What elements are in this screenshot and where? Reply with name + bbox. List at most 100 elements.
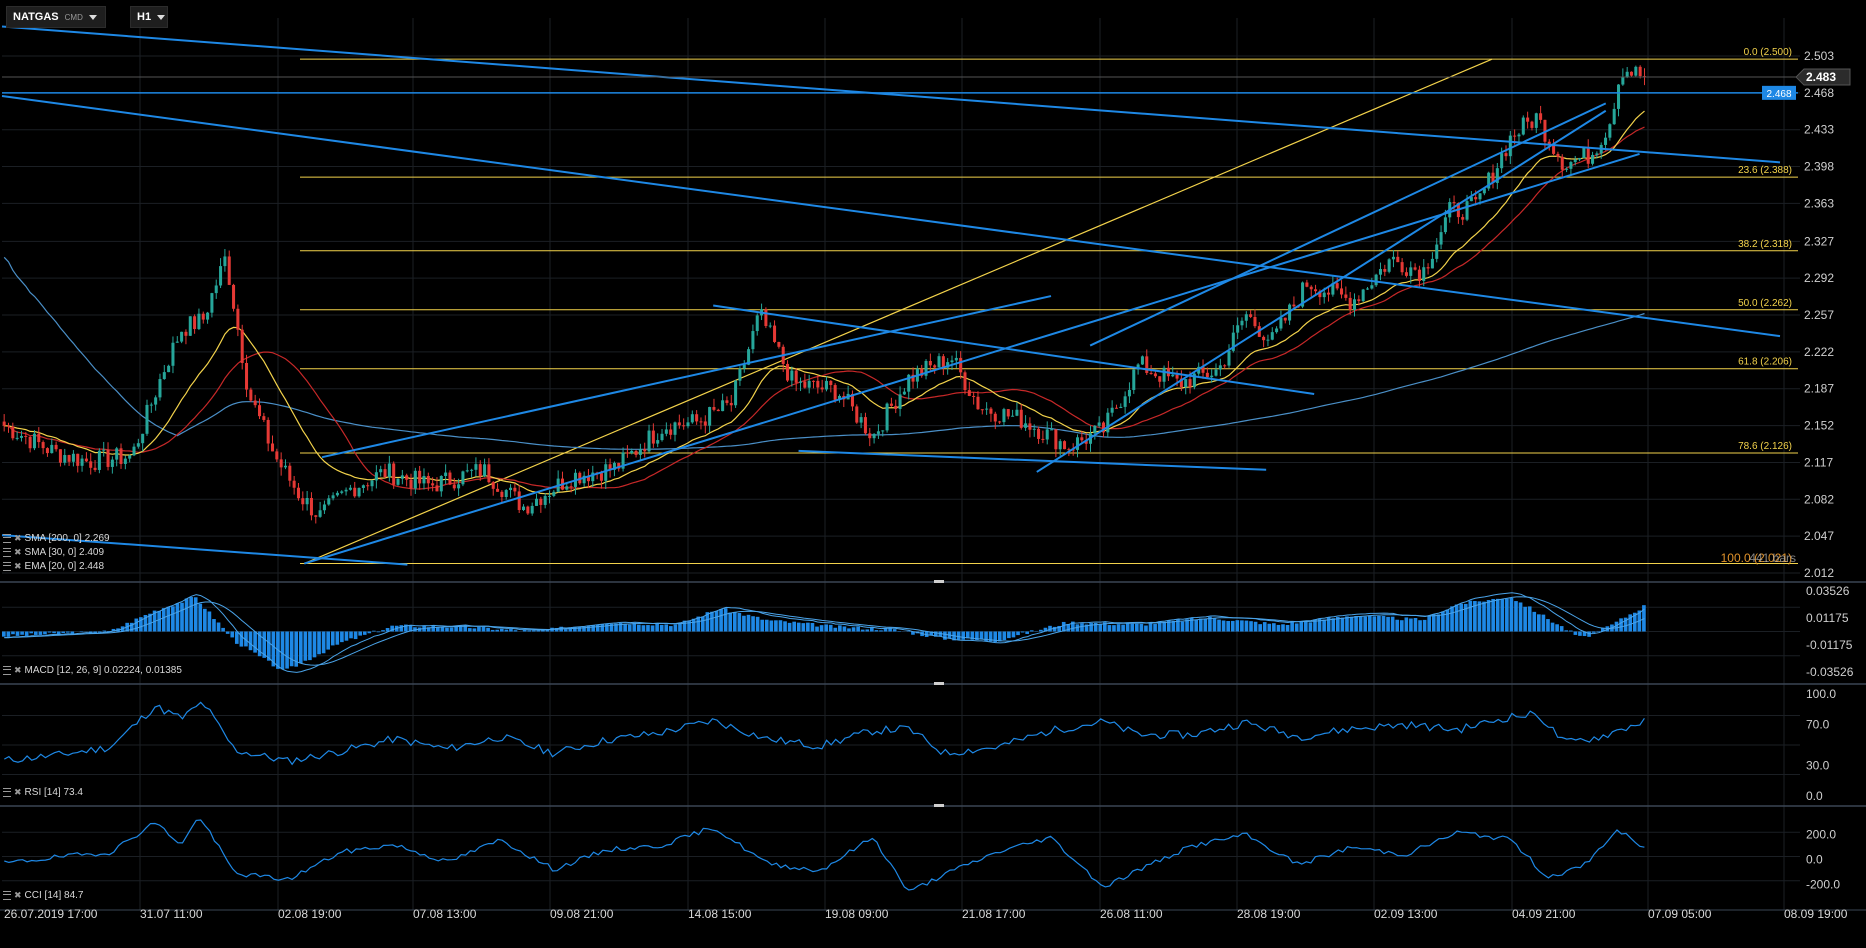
candle-body xyxy=(1249,314,1253,317)
pane-resize-handle xyxy=(934,804,944,807)
settings-icon[interactable] xyxy=(3,562,11,571)
timeframe-selector[interactable]: H1 xyxy=(130,6,168,28)
candle-body xyxy=(928,360,932,366)
candle-body xyxy=(690,414,694,423)
settings-icon[interactable] xyxy=(3,548,11,557)
macd-pane[interactable] xyxy=(2,592,1646,673)
candle-body xyxy=(210,293,214,313)
symbol-name: NATGAS xyxy=(13,11,59,23)
macd-histogram-bar xyxy=(1459,603,1463,632)
macd-histogram-bar xyxy=(1413,617,1418,632)
price-axis[interactable]: 2.503 2.468 2.433 2.398 2.363 2.327 2.292 2.257… xyxy=(1804,49,1834,580)
pane-separators[interactable] xyxy=(0,580,1866,911)
macd-histogram-bar xyxy=(1537,614,1541,632)
candle-body xyxy=(426,475,430,484)
candle-body xyxy=(253,400,257,406)
macd-histogram-bar xyxy=(362,631,367,635)
candle-body xyxy=(755,315,759,332)
candle-body xyxy=(197,313,201,330)
trendlines[interactable] xyxy=(1,25,1798,566)
candle-body xyxy=(223,256,227,267)
cci-pane[interactable] xyxy=(4,819,1645,891)
macd-histogram-bar xyxy=(1541,614,1546,632)
macd-histogram-bar xyxy=(1628,614,1633,632)
candle-body xyxy=(258,405,262,417)
cci-legend[interactable]: ✖ CCI [14] 84.7 xyxy=(3,890,83,901)
macd-histogram-bar xyxy=(1418,620,1422,632)
candle-body xyxy=(1374,274,1378,286)
fibonacci-retracement[interactable]: 0.0 (2.500) 23.6 (2.388) 38.2 (2.318) 50.0 … xyxy=(300,47,1798,565)
rsi-legend[interactable]: ✖ RSI [14] 73.4 xyxy=(3,787,83,798)
candle-body xyxy=(175,341,179,343)
close-icon[interactable]: ✖ xyxy=(14,665,22,675)
macd-histogram-bar xyxy=(1299,621,1304,632)
candle-body xyxy=(249,389,253,401)
candle-body xyxy=(677,422,681,426)
candle-body xyxy=(647,430,651,452)
settings-icon[interactable] xyxy=(3,788,11,797)
candle-body xyxy=(1474,197,1478,200)
macd-histogram-bar xyxy=(358,631,362,636)
macd-histogram-bar xyxy=(1555,624,1559,632)
macd-histogram-bar xyxy=(184,598,189,632)
candle-body xyxy=(954,357,958,361)
close-icon[interactable]: ✖ xyxy=(14,787,22,797)
candle-body xyxy=(673,422,677,435)
candle-body xyxy=(128,455,132,459)
settings-icon[interactable] xyxy=(3,666,11,675)
macd-histogram-bar xyxy=(586,625,591,632)
candle-body xyxy=(322,504,326,511)
candle-body xyxy=(84,458,88,462)
time-tick-label: 14.08 15:00 xyxy=(688,907,752,921)
candle-body xyxy=(106,449,110,467)
macd-histogram-bar xyxy=(1061,621,1066,632)
candle-body xyxy=(327,498,331,505)
price-pane[interactable]: 0.0 (2.500) 23.6 (2.388) 38.2 (2.318) 50.0 … xyxy=(1,25,1798,566)
macd-histogram-bar xyxy=(198,603,203,632)
settings-icon[interactable] xyxy=(3,891,11,900)
sma200-legend[interactable]: ✖ SMA [200, 0] 2.269 xyxy=(3,533,110,544)
settings-icon[interactable] xyxy=(3,534,11,543)
time-tick-label: 19.08 09:00 xyxy=(825,907,889,921)
candle-body xyxy=(119,448,123,464)
candle-body xyxy=(141,433,145,444)
candle-body xyxy=(885,403,889,431)
ema20-legend[interactable]: ✖ EMA [20, 0] 2.448 xyxy=(3,561,104,572)
candle-body xyxy=(1539,113,1543,120)
close-icon[interactable]: ✖ xyxy=(14,533,22,543)
macd-histogram-bar xyxy=(1294,623,1299,632)
price-tick-label: 2.363 xyxy=(1804,196,1834,210)
sma30-label: SMA [30, 0] 2.409 xyxy=(24,547,105,558)
candle-body xyxy=(1634,66,1638,76)
close-icon[interactable]: ✖ xyxy=(14,890,22,900)
candle-body xyxy=(1080,437,1084,441)
candle-body xyxy=(132,446,136,456)
macd-histogram-bar xyxy=(207,611,212,632)
rsi-pane[interactable] xyxy=(4,701,1645,766)
macd-histogram-bar xyxy=(499,628,504,632)
macd-histogram-bar xyxy=(1578,631,1582,636)
candle-body xyxy=(145,404,149,434)
close-icon[interactable]: ✖ xyxy=(14,561,22,571)
candle-body xyxy=(171,342,175,366)
candle-body xyxy=(526,506,530,514)
candle-body xyxy=(409,479,413,489)
close-icon[interactable]: ✖ xyxy=(14,547,22,557)
sma30-legend[interactable]: ✖ SMA [30, 0] 2.409 xyxy=(3,547,104,558)
cci-axis-label: 200.0 xyxy=(1806,828,1836,842)
macd-histogram-bar xyxy=(1217,619,1221,632)
moving-averages xyxy=(3,110,1645,495)
symbol-selector[interactable]: NATGAS CMD xyxy=(6,6,106,28)
macd-histogram-bar xyxy=(1482,601,1486,632)
macd-axis-label: -0.01175 xyxy=(1806,638,1853,652)
macd-histogram-bar xyxy=(472,628,477,632)
macd-legend[interactable]: ✖ MACD [12, 26, 9] 0.02224, 0.01385 xyxy=(3,665,182,676)
macd-histogram-bar xyxy=(93,631,98,634)
time-axis[interactable]: 26.07.2019 17:00 31.07 11:00 02.08 19:00 07… xyxy=(4,907,1848,921)
candle-body xyxy=(1184,379,1188,388)
candle-body xyxy=(876,431,880,434)
price-tick-label: 2.222 xyxy=(1804,345,1834,359)
macd-histogram-bar xyxy=(1377,615,1381,632)
